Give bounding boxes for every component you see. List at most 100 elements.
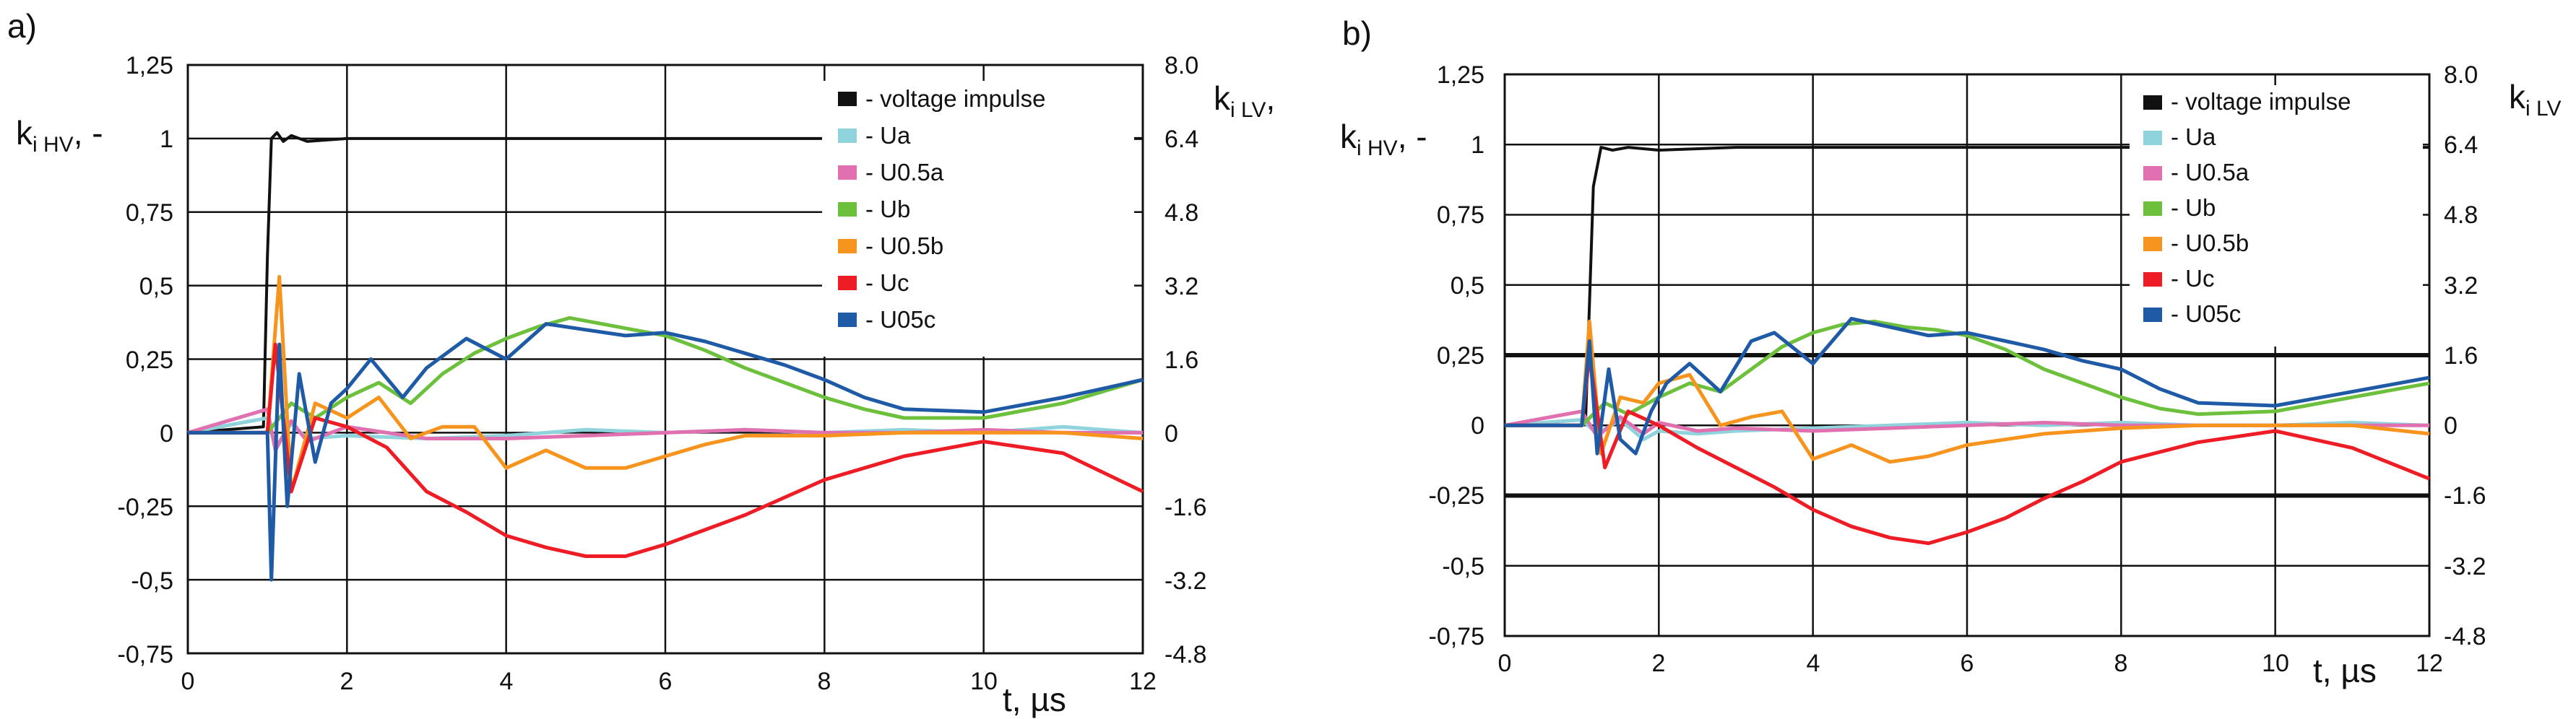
legend-entry: - Ua xyxy=(2171,123,2216,150)
series-line-uc xyxy=(1505,353,2430,546)
y-tick-left: 0,75 xyxy=(1437,201,1484,229)
x-tick: 6 xyxy=(1961,650,1974,677)
y-ticks-left-b: 1,25 1 0,75 0,5 0,25 0 -0,25 -0,5 -0,75 xyxy=(1429,61,1485,650)
legend-entry: - Ub xyxy=(2171,194,2216,221)
legend-box-b xyxy=(2130,85,2423,347)
legend-swatch xyxy=(2143,272,2162,287)
x-axis-label-a: t, µs xyxy=(1003,681,1066,718)
legend-entry: - Uc xyxy=(2171,265,2215,292)
y-tick-right: 1.6 xyxy=(1164,347,1198,374)
y-tick-left: -0,25 xyxy=(1429,482,1485,510)
y-tick-right: 4.8 xyxy=(1164,199,1198,227)
y-tick-right: 8.0 xyxy=(2444,61,2478,89)
legend-entry: - Uc xyxy=(865,269,909,296)
y-tick-left: 0 xyxy=(160,420,173,448)
y-tick-right: 3.2 xyxy=(1164,273,1198,300)
legend-swatch xyxy=(838,313,857,327)
x-tick: 2 xyxy=(340,668,354,695)
legend-swatch xyxy=(2143,166,2162,180)
y-tick-right: -3.2 xyxy=(1164,567,1207,595)
legend-entry: - U0.5a xyxy=(865,159,944,186)
x-tick: 12 xyxy=(2416,650,2443,677)
series-line-u0-5b xyxy=(1505,319,2430,464)
legend-swatch xyxy=(838,276,857,290)
y-axis-label-left-a: ki HV, - xyxy=(16,114,103,157)
x-tick: 8 xyxy=(2114,650,2128,677)
legend-swatch xyxy=(2143,131,2162,145)
series-line-uc xyxy=(188,342,1144,558)
series-line-ub xyxy=(1505,319,2430,427)
legend-swatch xyxy=(838,92,857,106)
x-tick: 2 xyxy=(1652,650,1666,677)
y-tick-left: 0 xyxy=(1471,412,1484,440)
series-group-b xyxy=(1504,146,2430,546)
y-tick-left: -0,25 xyxy=(118,494,174,521)
legend-a: - voltage impulse - Ua - U0.5a - Ub - U0… xyxy=(822,81,1134,357)
y-axis-label-right-a: ki LV, xyxy=(1214,79,1275,122)
panel-label-b: b) xyxy=(1342,14,1372,52)
y-ticks-right-b: 8.0 6.4 4.8 3.2 1.6 0 -1.6 -3.2 -4.8 xyxy=(2444,61,2486,650)
series-line-voltage-impulse xyxy=(187,131,1143,435)
legend-b: - voltage impulse - Ua - U0.5a - Ub - U0… xyxy=(2130,85,2423,347)
x-tick: 4 xyxy=(500,668,514,695)
legend-swatch xyxy=(2143,95,2162,110)
legend-swatch xyxy=(838,202,857,217)
y-tick-left: -0,5 xyxy=(1442,553,1484,580)
series-line-u05c xyxy=(1505,316,2430,456)
x-ticks-b: 0 2 4 6 8 10 12 xyxy=(1498,650,2443,677)
legend-entry: - U0.5b xyxy=(865,232,943,259)
series-line-u0-5b xyxy=(188,274,1144,494)
legend-swatch xyxy=(838,239,857,253)
y-tick-left: 1 xyxy=(160,126,173,153)
y-axis-label-right-b: ki LV xyxy=(2509,78,2561,121)
legend-box-a xyxy=(822,81,1134,357)
chart-panel-a: a) 1,25 1 0,75 0,5 0,25 0 -0,25 -0,5 -0,… xyxy=(7,7,1275,718)
y-tick-right: 6.4 xyxy=(1164,126,1198,153)
x-tick: 0 xyxy=(181,668,195,695)
y-tick-right: 0 xyxy=(2444,412,2458,440)
y-tick-left: 0,25 xyxy=(126,347,173,374)
series-line-ub xyxy=(188,315,1144,435)
x-tick: 4 xyxy=(1807,650,1820,677)
y-tick-right: 8.0 xyxy=(1164,52,1198,79)
y-tick-right: -1.6 xyxy=(2444,482,2486,510)
legend-entry: - Ua xyxy=(865,122,911,149)
x-ticks-a: 0 2 4 6 8 10 12 xyxy=(181,668,1157,695)
y-tick-right: 0 xyxy=(1164,420,1178,448)
x-tick: 10 xyxy=(970,668,998,695)
panel-label-a: a) xyxy=(7,7,37,45)
series-line-u05c xyxy=(188,322,1144,582)
y-tick-right: -4.8 xyxy=(1164,641,1207,668)
x-tick: 12 xyxy=(1129,668,1157,695)
y-tick-left: -0,75 xyxy=(1429,623,1485,650)
y-tick-right: 4.8 xyxy=(2444,201,2478,229)
legend-swatch xyxy=(838,165,857,180)
y-tick-left: 1 xyxy=(1471,131,1484,159)
x-tick: 6 xyxy=(659,668,673,695)
legend-entry: - U05c xyxy=(865,306,935,333)
y-ticks-left-a: 1,25 1 0,75 0,5 0,25 0 -0,25 -0,5 -0,75 xyxy=(118,52,174,668)
y-tick-right: 1.6 xyxy=(2444,342,2478,370)
y-tick-left: 0,25 xyxy=(1437,342,1484,370)
y-axis-label-left-b: ki HV, - xyxy=(1340,118,1427,160)
y-tick-left: -0,5 xyxy=(131,567,173,595)
legend-entry: - voltage impulse xyxy=(865,85,1045,112)
legend-swatch xyxy=(838,128,857,143)
series-group-a xyxy=(187,131,1144,582)
plot-frame-b xyxy=(1503,73,2431,637)
y-tick-right: -1.6 xyxy=(1164,494,1207,521)
y-tick-left: 0,5 xyxy=(1451,272,1484,300)
y-tick-left: -0,75 xyxy=(118,641,174,668)
legend-swatch xyxy=(2143,201,2162,216)
x-axis-label-b: t, µs xyxy=(2313,652,2377,689)
y-tick-right: -3.2 xyxy=(2444,553,2486,580)
y-tick-left: 1,25 xyxy=(1437,61,1484,89)
y-tick-left: 1,25 xyxy=(126,52,173,79)
y-ticks-right-a: 8.0 6.4 4.8 3.2 1.6 0 -1.6 -3.2 -4.8 xyxy=(1164,52,1207,668)
chart-panel-b: b) 1,25 1 0,75 0,5 0,25 0 -0,25 -0,5 -0,… xyxy=(1340,14,2561,689)
x-tick: 0 xyxy=(1498,650,1512,677)
x-tick: 8 xyxy=(818,668,831,695)
legend-entry: - U0.5b xyxy=(2171,230,2249,256)
legend-entry: - U0.5a xyxy=(2171,159,2249,186)
